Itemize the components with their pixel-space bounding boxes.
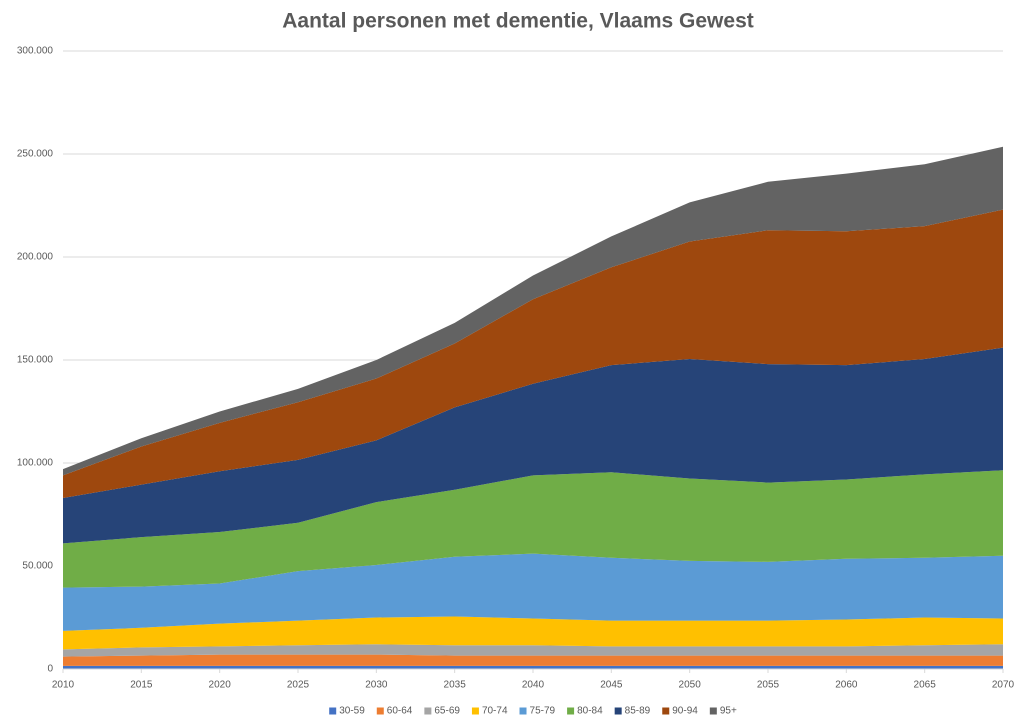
- y-tick-label: 250.000: [17, 149, 54, 160]
- x-tick-label: 2055: [757, 680, 780, 691]
- x-tick-label: 2070: [992, 680, 1015, 691]
- y-tick-label: 150.000: [17, 355, 54, 366]
- x-tick-label: 2025: [287, 680, 310, 691]
- chart-title: Aantal personen met dementie, Vlaams Gew…: [282, 10, 754, 33]
- area: [63, 665, 1003, 669]
- x-tick-label: 2030: [365, 680, 388, 691]
- x-tick-label: 2045: [600, 680, 623, 691]
- legend-label: 90-94: [672, 706, 698, 717]
- legend-label: 60-64: [387, 706, 413, 717]
- legend-label: 85-89: [625, 706, 651, 717]
- area: [63, 209, 1003, 499]
- legend-swatch: [376, 707, 384, 715]
- legend-swatch: [424, 707, 432, 715]
- legend: 30-59 60-64 65-69 70-74 75-79 80-84 85-89 90-94…: [329, 706, 737, 717]
- legend-swatch: [614, 707, 622, 715]
- legend-label: 75-79: [530, 706, 556, 717]
- x-tick-label: 2040: [522, 680, 545, 691]
- y-tick-label: 300.000: [17, 46, 54, 57]
- legend-label: 65-69: [434, 706, 460, 717]
- legend-label: 80-84: [577, 706, 603, 717]
- y-tick-label: 0: [47, 664, 53, 675]
- legend-swatch: [329, 707, 337, 715]
- area: [63, 553, 1003, 631]
- legend-swatch: [567, 707, 575, 715]
- x-tick-label: 2020: [209, 680, 232, 691]
- y-tick-label: 50.000: [22, 561, 53, 572]
- x-tick-label: 2050: [679, 680, 702, 691]
- area: [63, 654, 1003, 666]
- area: [63, 347, 1003, 544]
- legend-swatch: [662, 707, 670, 715]
- y-tick-label: 200.000: [17, 252, 54, 263]
- x-tick-label: 2065: [914, 680, 937, 691]
- x-tick-label: 2010: [52, 680, 75, 691]
- area: [63, 616, 1003, 650]
- x-tick-label: 2060: [835, 680, 858, 691]
- legend-swatch: [519, 707, 527, 715]
- y-tick-label: 100.000: [17, 458, 54, 469]
- legend-label: 95+: [720, 706, 737, 717]
- area: [63, 644, 1003, 657]
- area: [63, 470, 1003, 588]
- legend-label: 70-74: [482, 706, 508, 717]
- x-tick-label: 2015: [130, 680, 153, 691]
- legend-swatch: [709, 707, 717, 715]
- legend-label: 30-59: [339, 706, 365, 717]
- area: [63, 146, 1003, 476]
- x-tick-label: 2035: [444, 680, 467, 691]
- legend-swatch: [471, 707, 479, 715]
